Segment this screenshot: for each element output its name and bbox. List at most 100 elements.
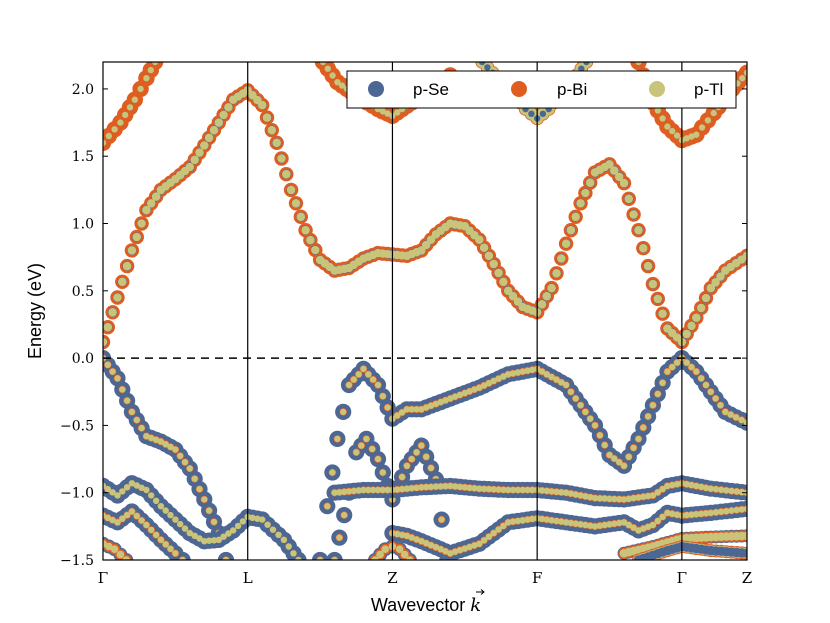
marker-p-tl bbox=[162, 541, 169, 548]
marker-p-tl bbox=[119, 515, 126, 522]
marker-p-tl bbox=[119, 386, 126, 393]
marker-p-tl bbox=[723, 487, 730, 494]
marker-p-tl bbox=[384, 404, 391, 411]
marker-p-tl bbox=[379, 108, 386, 115]
y-axis-title: Energy (eV) bbox=[25, 263, 45, 359]
marker-p-tl bbox=[418, 406, 425, 413]
marker-p-tl bbox=[538, 368, 546, 375]
marker-p-tl bbox=[186, 529, 193, 537]
marker-p-tl bbox=[143, 486, 150, 494]
marker-p-tl bbox=[329, 72, 336, 79]
marker-p-tl bbox=[701, 293, 711, 303]
marker-p-tl bbox=[137, 85, 144, 93]
marker-p-tl bbox=[738, 488, 745, 496]
marker-p-tl bbox=[553, 488, 560, 495]
marker-p-tl bbox=[398, 409, 406, 416]
marker-p-tl bbox=[259, 516, 266, 523]
marker-p-tl bbox=[601, 495, 608, 502]
marker-p-tl bbox=[567, 388, 575, 395]
marker-p-tl bbox=[376, 550, 384, 559]
marker-p-tl bbox=[105, 542, 113, 551]
marker-p-se bbox=[217, 551, 235, 560]
marker-p-tl bbox=[219, 110, 228, 120]
marker-p-tl bbox=[360, 486, 367, 494]
marker-p-tl bbox=[616, 459, 623, 466]
marker-p-tl bbox=[301, 225, 310, 235]
marker-p-tl bbox=[200, 141, 209, 150]
marker-p-tl bbox=[529, 515, 536, 523]
marker-p-tl bbox=[490, 377, 497, 385]
marker-p-tl bbox=[625, 521, 632, 529]
y-axis-ticks: −1.5 −1.0 −0.5 0.0 0.5 1.0 1.5 2.0 bbox=[60, 82, 747, 569]
marker-p-tl bbox=[369, 445, 376, 453]
marker-p-tl bbox=[743, 505, 747, 513]
y-tick-label: −1.5 bbox=[60, 553, 94, 569]
marker-p-tl bbox=[249, 514, 256, 521]
marker-p-tl bbox=[119, 488, 126, 495]
marker-p-tl bbox=[117, 119, 124, 126]
marker-p-tl bbox=[104, 361, 112, 368]
marker-p-tl bbox=[519, 368, 526, 375]
marker-p-tl bbox=[587, 415, 594, 422]
marker-p-tl bbox=[334, 435, 341, 443]
marker-p-tl bbox=[291, 199, 301, 208]
marker-p-tl bbox=[505, 519, 512, 526]
marker-p-tl bbox=[688, 133, 695, 140]
y-tick-label: −0.5 bbox=[60, 418, 94, 434]
marker-p-tl bbox=[743, 419, 747, 426]
marker-p-se bbox=[479, 62, 486, 66]
legend-marker-p-bi bbox=[511, 81, 527, 97]
marker-p-tl bbox=[272, 138, 282, 148]
marker-p-tl bbox=[485, 380, 493, 387]
marker-p-tl bbox=[104, 514, 112, 521]
marker-p-tl bbox=[654, 390, 661, 398]
marker-p-tl bbox=[572, 395, 579, 402]
marker-p-tl bbox=[635, 435, 642, 443]
marker-p-tl bbox=[222, 556, 230, 560]
marker-p-tl bbox=[116, 550, 125, 559]
marker-p-tl bbox=[572, 520, 579, 527]
marker-p-tl bbox=[669, 363, 676, 371]
marker-p-tl bbox=[591, 422, 599, 429]
marker-p-tl bbox=[413, 406, 420, 413]
marker-p-tl bbox=[644, 492, 652, 500]
marker-p-tl bbox=[548, 517, 555, 524]
marker-p-tl bbox=[707, 388, 714, 395]
marker-p-tl bbox=[698, 375, 705, 382]
marker-p-tl bbox=[634, 225, 643, 235]
legend-box bbox=[346, 70, 737, 109]
marker-p-tl bbox=[143, 75, 150, 82]
marker-p-tl bbox=[499, 277, 508, 287]
marker-p-tl bbox=[381, 545, 390, 553]
marker-p-tl bbox=[408, 534, 415, 541]
marker-p-tl bbox=[442, 548, 449, 555]
marker-p-tl bbox=[582, 408, 589, 416]
marker-p-tl bbox=[572, 491, 579, 498]
marker-p-tl bbox=[447, 395, 454, 402]
marker-p-se bbox=[578, 65, 585, 72]
marker-p-tl bbox=[649, 492, 657, 499]
y-tick-label: 1.0 bbox=[72, 217, 94, 233]
marker-p-tl bbox=[591, 494, 599, 502]
marker-p-tl bbox=[567, 490, 575, 497]
marker-p-tl bbox=[480, 537, 488, 544]
marker-p-tl bbox=[353, 449, 360, 456]
marker-p-tl bbox=[514, 369, 522, 376]
marker-p-tl bbox=[384, 110, 391, 117]
marker-p-tl bbox=[350, 376, 357, 383]
marker-p-tl bbox=[394, 109, 401, 116]
marker-p-tl bbox=[427, 402, 435, 409]
marker-p-tl bbox=[103, 322, 113, 332]
marker-p-tl bbox=[649, 521, 657, 529]
marker-p-tl bbox=[230, 527, 237, 534]
marker-p-tl bbox=[127, 246, 137, 255]
marker-p-tl bbox=[138, 424, 145, 432]
marker-p-tl bbox=[128, 508, 136, 515]
marker-p-tl bbox=[742, 251, 747, 261]
marker-p-tl bbox=[413, 484, 420, 491]
marker-p-tl bbox=[138, 517, 145, 524]
marker-p-tl bbox=[451, 483, 459, 490]
marker-p-tl bbox=[664, 123, 671, 130]
marker-p-tl bbox=[214, 118, 224, 127]
